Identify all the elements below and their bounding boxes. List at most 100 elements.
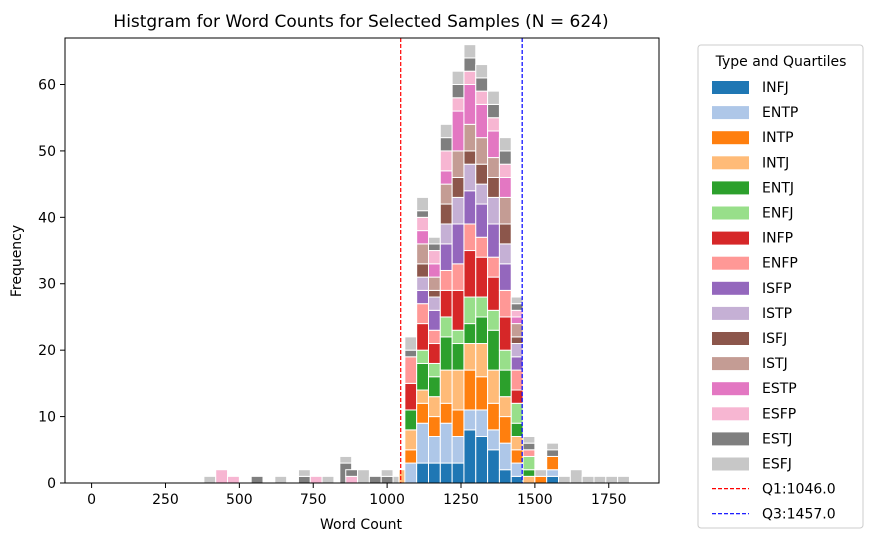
- bar-intj: [439, 369, 453, 404]
- bar-intj: [463, 343, 477, 371]
- bar-intj: [487, 369, 500, 404]
- bar-istp: [510, 343, 524, 358]
- bar-enfj: [487, 309, 500, 331]
- legend-label-q3-1457-0: Q3:1457.0: [762, 507, 836, 523]
- bar-esfj: [439, 123, 453, 139]
- bar-isfj: [427, 289, 441, 298]
- bar-istj: [427, 276, 441, 291]
- bar-estj: [463, 57, 477, 72]
- legend-swatch-istj: [712, 357, 749, 371]
- bar-entj: [439, 336, 453, 371]
- bar-esfp: [309, 475, 323, 484]
- bar-esfj: [404, 336, 418, 351]
- bar-istj: [498, 196, 512, 225]
- bar-entp: [546, 469, 560, 477]
- bar-enfp: [522, 449, 536, 457]
- bar-infj: [439, 462, 453, 484]
- bar-esfj: [581, 475, 595, 484]
- bar-istj: [475, 137, 489, 165]
- bar-estj: [498, 150, 512, 165]
- legend-label-enfp: ENFP: [762, 256, 798, 272]
- bar-estj: [427, 243, 441, 252]
- legend-label-enfj: ENFJ: [762, 206, 794, 222]
- bar-esfp: [227, 475, 240, 484]
- bar-estp: [451, 110, 465, 152]
- bar-esfj: [203, 475, 217, 484]
- bar-infp: [416, 323, 429, 351]
- legend-swatch-esfj: [712, 457, 749, 471]
- legend-label-intj: INTJ: [762, 155, 789, 171]
- bar-entj: [451, 343, 465, 371]
- bar-estj: [451, 83, 465, 99]
- bar-estp: [475, 103, 489, 139]
- bar-isfp: [416, 289, 429, 305]
- bar-entj: [522, 469, 536, 477]
- x-axis-label: Word Count: [320, 517, 403, 533]
- bar-isfj: [463, 150, 477, 165]
- bar-esfj: [617, 475, 630, 484]
- bar-istp: [463, 163, 477, 192]
- legend-swatch-intj: [712, 156, 749, 170]
- legend-label-esfp: ESFP: [762, 406, 796, 422]
- x-tick-label: 0: [87, 492, 96, 508]
- bar-istp: [451, 196, 465, 225]
- bar-entp: [451, 436, 465, 464]
- bar-intp: [427, 416, 441, 438]
- bar-istj: [487, 157, 500, 178]
- bar-estp: [427, 263, 441, 278]
- quartile-lines: [400, 38, 523, 483]
- bar-entp: [427, 436, 441, 464]
- bar-enfp: [498, 289, 512, 318]
- bar-esfp: [416, 216, 429, 232]
- bar-estj: [439, 137, 453, 152]
- bar-esfj: [297, 469, 311, 477]
- bar-esfj: [475, 64, 489, 79]
- bars-layer: [203, 44, 630, 484]
- bar-esfp: [427, 250, 441, 265]
- legend-swatch-isfj: [712, 332, 749, 345]
- bar-esfp: [487, 117, 500, 132]
- bar-intp: [439, 402, 453, 424]
- bar-enfj: [498, 349, 512, 371]
- bar-isfp: [451, 223, 465, 265]
- bar-enfj: [427, 362, 441, 378]
- legend-items: INFJ ENTP INTP INTJ ENTJ ENFJ INFP ENFP ISFP ISTP…: [712, 80, 836, 523]
- bar-intj: [475, 343, 489, 378]
- y-tick-label: 40: [38, 210, 56, 226]
- bar-infp: [487, 276, 500, 311]
- bar-entp: [439, 422, 453, 464]
- bar-infj: [510, 475, 524, 484]
- bar-estj: [380, 475, 394, 484]
- legend-swatch-isfp: [712, 281, 749, 295]
- bar-esfj: [593, 475, 607, 484]
- legend: Type and Quartiles INFJ ENTP INTP INTJ ENTJ E…: [697, 44, 864, 529]
- legend-swatch-entj: [712, 181, 749, 195]
- bar-entj: [510, 422, 524, 438]
- bar-esfj: [416, 196, 429, 212]
- bar-istp: [439, 223, 453, 245]
- bar-enfj: [451, 329, 465, 345]
- x-tick-label: 500: [226, 492, 253, 508]
- y-tick-label: 30: [38, 277, 56, 293]
- bar-intp: [510, 449, 524, 464]
- x-tick-label: 1750: [591, 492, 627, 508]
- bar-infp: [404, 382, 418, 411]
- bar-esfj: [451, 70, 465, 85]
- legend-swatch-enfp: [712, 256, 749, 270]
- bar-istp: [498, 243, 512, 265]
- legend-label-intp: INTP: [762, 130, 794, 146]
- bar-intp: [475, 376, 489, 411]
- bar-entj: [475, 316, 489, 345]
- bar-esfj: [510, 296, 524, 305]
- y-tick-label: 20: [38, 343, 56, 359]
- bar-intj: [416, 389, 429, 404]
- legend-label-entp: ENTP: [762, 105, 798, 121]
- bar-estp: [416, 230, 429, 245]
- bar-intj: [427, 396, 441, 418]
- bar-intp: [451, 409, 465, 438]
- legend-title: Type and Quartiles: [715, 54, 847, 70]
- chart-title: Histgram for Word Counts for Selected Sa…: [113, 12, 608, 32]
- bar-estj: [368, 475, 382, 484]
- bar-esfj: [380, 469, 394, 477]
